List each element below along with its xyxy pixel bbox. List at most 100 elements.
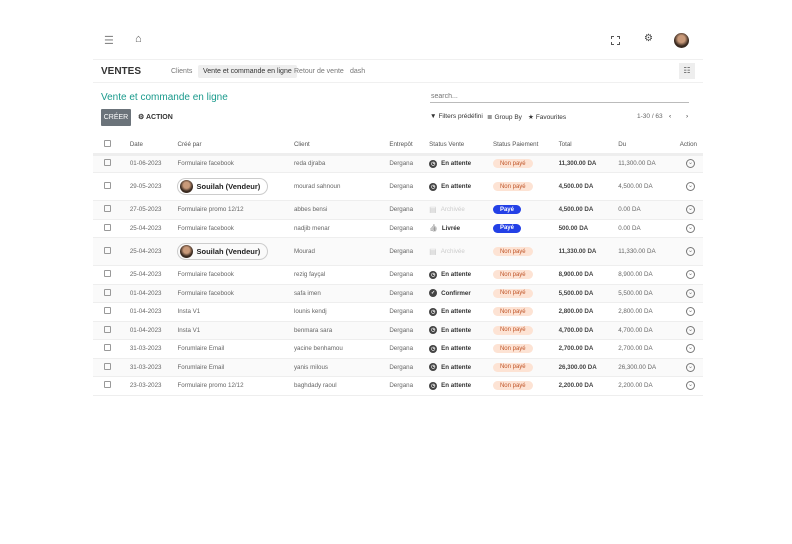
groupby-button[interactable]: ≣ Group By (487, 113, 522, 122)
chevron-down-icon[interactable]: ⌄ (686, 247, 695, 256)
chevron-down-icon[interactable]: ⌄ (686, 362, 695, 372)
col-sale-status[interactable]: Status Vente (429, 136, 493, 156)
action-button[interactable]: ⚙ ACTION (138, 113, 173, 121)
date: 27-05-2023 (129, 200, 178, 220)
chevron-down-icon[interactable]: ⌄ (686, 288, 695, 298)
sales-table: Date Créé par Client Entrepôt Status Ven… (93, 136, 703, 396)
gear-icon[interactable]: ⚙ (644, 33, 653, 44)
search-input[interactable] (430, 91, 689, 103)
col-created-by[interactable]: Créé par (177, 136, 294, 156)
tab-clients[interactable]: Clients (171, 68, 193, 75)
row-checkbox[interactable] (104, 381, 111, 389)
clock-icon: ◷ (429, 381, 438, 390)
chevron-down-icon[interactable]: ⌄ (686, 159, 695, 169)
client: reda djraba (293, 154, 390, 173)
chevron-down-icon[interactable]: ⌄ (686, 182, 695, 191)
col-payment-status[interactable]: Status Paiement (492, 136, 559, 156)
seller-chip[interactable]: Souilah (Vendeur) (177, 178, 269, 195)
due: 4,500.00 DA (618, 172, 677, 201)
tab-retour-vente[interactable]: Retour de vente (294, 68, 344, 75)
row-checkbox[interactable] (104, 247, 111, 254)
seller-name: Souilah (Vendeur) (196, 247, 261, 256)
chevron-down-icon[interactable]: ⌄ (686, 381, 695, 391)
row-checkbox[interactable] (104, 159, 111, 167)
app-brand: VENTES (101, 66, 142, 77)
table-row[interactable]: 23-03-2023 Formulaire promo 12/12 baghda… (93, 376, 703, 396)
row-checkbox[interactable] (104, 270, 111, 278)
sale-status: ◷ En attente (429, 326, 472, 335)
due: 5,500.00 DA (618, 284, 677, 303)
avatar[interactable] (674, 33, 689, 48)
filter-icon: ▼ (430, 113, 437, 120)
date: 29-05-2023 (129, 172, 178, 201)
row-checkbox[interactable] (104, 344, 111, 352)
warehouse: Dergana (389, 358, 430, 377)
col-date[interactable]: Date (129, 136, 178, 156)
favourites-button[interactable]: ★ Favourites (528, 113, 566, 122)
table-row[interactable]: 01-04-2023 Insta V1 benmara sara Dergana… (93, 321, 703, 340)
table-row[interactable]: 31-03-2023 Forumlaire Email yacine benha… (93, 339, 703, 359)
tab-vente-commande[interactable]: Vente et commande en ligne (198, 65, 297, 78)
payment-status-badge: Non payé (492, 270, 533, 280)
warehouse: Dergana (389, 376, 430, 396)
table-row[interactable]: 01-04-2023 Formulaire facebook safa imen… (93, 284, 703, 303)
table-row[interactable]: 25-04-2023 Formulaire facebook rezig fay… (93, 265, 703, 285)
home-icon[interactable]: ⌂ (135, 33, 142, 45)
table-row[interactable]: 25-04-2023 Formulaire facebook nadjib me… (93, 219, 703, 238)
chevron-down-icon[interactable]: ⌄ (686, 205, 695, 215)
table-row[interactable]: 01-04-2023 Insta V1 lounis kendj Dergana… (93, 302, 703, 322)
total: 2,700.00 DA (558, 339, 619, 359)
fullscreen-icon[interactable] (611, 36, 620, 45)
date: 31-03-2023 (129, 339, 178, 359)
row-checkbox[interactable] (104, 182, 111, 189)
chevron-down-icon[interactable]: ⌄ (686, 223, 695, 233)
table-row[interactable]: 27-05-2023 Formulaire promo 12/12 abbes … (93, 200, 703, 220)
row-checkbox[interactable] (104, 288, 111, 296)
table-row[interactable]: 31-03-2023 Forumlaire Email yanis milous… (93, 358, 703, 377)
row-checkbox[interactable] (104, 205, 111, 213)
menu-icon[interactable]: ☰ (104, 35, 114, 47)
due: 11,330.00 DA (618, 237, 677, 266)
filters-button[interactable]: ▼ Filters prédéfini (430, 113, 483, 120)
due: 8,900.00 DA (618, 265, 677, 285)
created-by: Insta V1 (177, 308, 201, 316)
next-page-button[interactable]: › (686, 113, 689, 120)
list-view-icon[interactable]: ☷ (679, 63, 695, 79)
seller-chip[interactable]: Souilah (Vendeur) (177, 243, 269, 260)
row-checkbox[interactable] (104, 307, 111, 315)
chevron-down-icon[interactable]: ⌄ (686, 270, 695, 280)
avatar (180, 245, 194, 258)
warehouse: Dergana (389, 302, 430, 322)
created-by: Formulaire promo 12/12 (177, 206, 244, 214)
row-checkbox[interactable] (104, 325, 111, 333)
chevron-down-icon[interactable]: ⌄ (686, 344, 695, 354)
row-checkbox[interactable] (104, 362, 111, 370)
warehouse: Dergana (389, 154, 430, 173)
row-checkbox[interactable] (104, 223, 111, 231)
table-row[interactable]: 25-04-2023 Souilah (Vendeur) Mourad Derg… (93, 237, 703, 266)
create-button[interactable]: CRÉER (101, 109, 131, 126)
table-row[interactable]: 29-05-2023 Souilah (Vendeur) mourad sahn… (93, 172, 703, 201)
sale-status-label: Archivée (440, 248, 465, 255)
select-all-checkbox[interactable] (104, 139, 111, 147)
due: 0.00 DA (618, 200, 677, 220)
col-client[interactable]: Client (293, 136, 390, 156)
chevron-down-icon[interactable]: ⌄ (686, 307, 695, 317)
client: yanis milous (293, 358, 390, 377)
avatar (180, 180, 194, 193)
prev-page-button[interactable]: ‹ (669, 113, 672, 120)
date: 01-04-2023 (129, 284, 178, 303)
table-header: Date Créé par Client Entrepôt Status Ven… (93, 136, 703, 156)
sale-status: ◷ En attente (429, 344, 471, 353)
warehouse: Dergana (389, 200, 430, 220)
table-row[interactable]: 01-06-2023 Formulaire facebook reda djra… (93, 154, 703, 173)
col-action: Action (676, 136, 703, 156)
tab-dash[interactable]: dash (350, 68, 366, 75)
col-warehouse[interactable]: Entrepôt (389, 136, 430, 156)
sale-status-label: En attente (441, 326, 472, 334)
due: 4,700.00 DA (618, 321, 677, 340)
col-due[interactable]: Du (618, 136, 677, 156)
total: 11,300.00 DA (558, 154, 619, 173)
chevron-down-icon[interactable]: ⌄ (686, 325, 695, 335)
col-total[interactable]: Total (558, 136, 619, 156)
